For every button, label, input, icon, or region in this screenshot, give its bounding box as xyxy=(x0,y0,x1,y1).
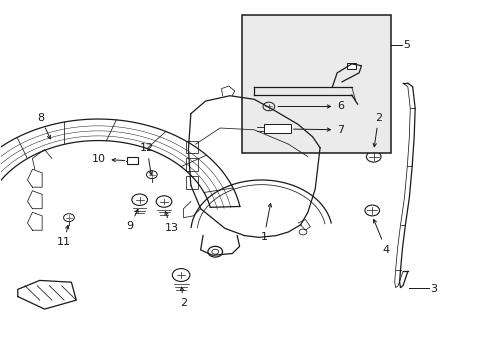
Text: 6: 6 xyxy=(277,102,344,112)
Bar xyxy=(264,125,290,134)
Text: 2: 2 xyxy=(180,287,187,309)
Text: 9: 9 xyxy=(126,209,138,231)
Bar xyxy=(127,157,138,164)
Text: 5: 5 xyxy=(402,40,409,50)
Text: 2: 2 xyxy=(372,113,382,147)
Text: 1: 1 xyxy=(260,203,271,242)
Text: 10: 10 xyxy=(91,154,124,164)
Text: 12: 12 xyxy=(140,143,154,175)
Text: 8: 8 xyxy=(37,113,50,139)
Text: 13: 13 xyxy=(164,212,178,233)
Text: 4: 4 xyxy=(373,220,388,255)
Bar xyxy=(185,140,198,153)
Text: 3: 3 xyxy=(429,284,436,294)
Bar xyxy=(185,176,198,189)
Bar xyxy=(346,63,355,69)
Bar xyxy=(242,15,390,153)
Text: 7: 7 xyxy=(293,125,344,135)
Bar xyxy=(185,158,198,171)
Text: 11: 11 xyxy=(57,225,71,247)
